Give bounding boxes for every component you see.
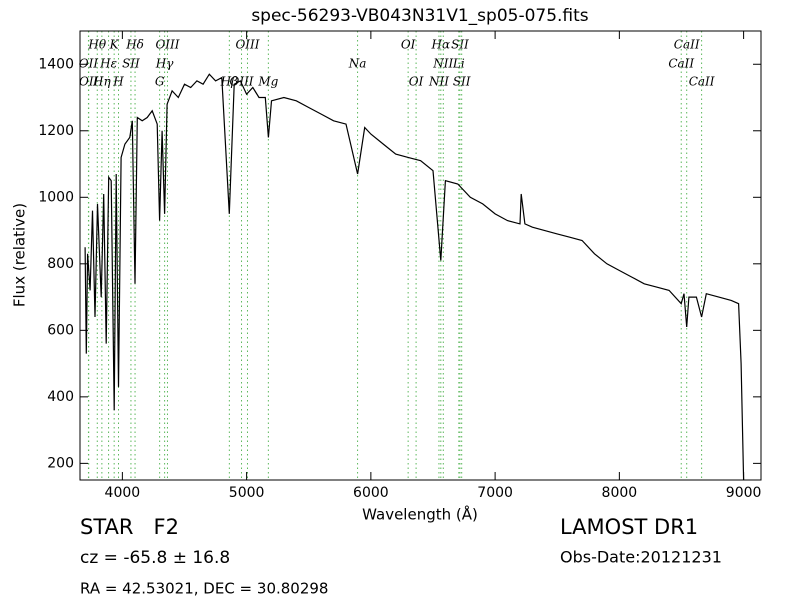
spectral-line-label: Hδ — [125, 38, 144, 52]
y-tick-label: 200 — [47, 455, 74, 471]
spectral-line-label: Mg — [257, 75, 278, 89]
spectral-line-label: Hβ — [220, 75, 238, 89]
spectral-line-label: OIII — [229, 75, 253, 89]
spectral-line-label: Hη — [92, 75, 111, 89]
x-tick-label: 4000 — [105, 485, 141, 501]
y-tick-label: 800 — [47, 256, 74, 272]
spectral-line-label: CaII — [689, 75, 715, 89]
spectral-line-label: OI — [401, 38, 416, 52]
spectral-line-label: K — [109, 38, 120, 52]
spectral-line-label: Hα — [431, 38, 451, 52]
x-tick-label: 6000 — [353, 485, 389, 501]
spectral-line-label: Hγ — [155, 57, 174, 71]
spectral-line-label: H — [112, 75, 124, 89]
y-tick-label: 600 — [47, 322, 74, 338]
spectral-line-label: CaII — [668, 57, 694, 71]
x-tick-label: 8000 — [602, 485, 638, 501]
y-axis-label: Flux (relative) — [11, 203, 29, 307]
spectral-line-label: NII — [428, 75, 449, 89]
spectrum-line — [84, 73, 745, 480]
survey: LAMOST DR1 — [560, 515, 698, 539]
obs-date: Obs-Date:20121231 — [560, 548, 722, 567]
plot-frame — [79, 30, 762, 481]
y-tick-label: 1000 — [38, 189, 74, 205]
chart-title: spec-56293-VB043N31V1_sp05-075.fits — [251, 6, 588, 26]
spectral-line-label: OIII — [155, 38, 179, 52]
spectral-line-label: SII — [453, 75, 471, 89]
spectral-line-label: OI — [409, 75, 424, 89]
spectral-line-label: NII — [432, 57, 453, 71]
y-tick-label: 1400 — [38, 56, 74, 72]
spectral-line-label: Na — [348, 57, 367, 71]
x-tick-label: 9000 — [726, 485, 762, 501]
spectral-line-label: OIII — [235, 38, 259, 52]
redshift: cz = -65.8 ± 16.8 — [80, 548, 230, 568]
coordinates: RA = 42.53021, DEC = 30.80298 — [80, 580, 328, 598]
spectral-line-label: Li — [452, 57, 465, 71]
object-class: STAR F2 — [80, 515, 179, 539]
spectral-line-label: OII — [79, 75, 99, 89]
spectral-line-label: Hθ — [87, 38, 106, 52]
spectral-line-label: SII — [122, 57, 140, 71]
x-axis-label: Wavelength (Å) — [362, 505, 478, 524]
y-tick-label: 1200 — [38, 123, 74, 139]
spectral-line-label: CaII — [674, 38, 700, 52]
spectral-line-label: G — [155, 75, 165, 89]
x-tick-label: 7000 — [477, 485, 513, 501]
spectral-line-label: Hε — [99, 57, 117, 71]
spectral-line-label: SII — [451, 38, 469, 52]
y-tick-label: 400 — [47, 389, 74, 405]
x-tick-label: 5000 — [229, 485, 265, 501]
